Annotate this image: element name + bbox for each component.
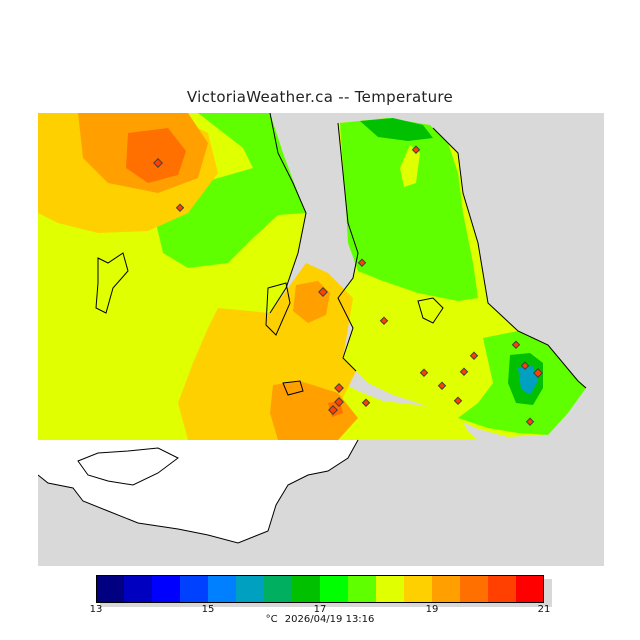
legend-tick-label: 13	[89, 604, 103, 615]
station-marker	[520, 361, 530, 370]
legend-swatch	[124, 575, 152, 603]
legend-swatch	[96, 575, 124, 603]
station-marker	[469, 351, 479, 360]
station-marker	[334, 383, 344, 393]
legend-swatch	[180, 575, 208, 603]
station-marker	[357, 258, 367, 267]
station-marker	[525, 417, 535, 426]
zone-hot-south	[270, 381, 358, 440]
zone-green-top	[360, 118, 433, 141]
legend-tick-label: 21	[537, 604, 551, 615]
land-south-white	[38, 440, 358, 543]
legend-swatch	[460, 575, 488, 603]
legend-swatch	[152, 575, 180, 603]
temperature-field	[38, 113, 586, 440]
station-markers	[153, 145, 543, 426]
station-marker	[459, 367, 469, 376]
legend-timestamp: 2026/04/19 13:16	[284, 614, 375, 625]
map-title: VictoriaWeather.ca -- Temperature	[186, 88, 454, 106]
station-marker	[153, 158, 163, 168]
legend-swatch	[404, 575, 432, 603]
station-marker	[453, 396, 463, 405]
legend-unit: °C	[265, 614, 278, 625]
station-marker	[328, 405, 338, 415]
zone-deep-se	[518, 366, 538, 395]
station-marker	[411, 145, 421, 154]
station-marker	[419, 368, 429, 377]
zone-hottest-nw	[126, 128, 186, 183]
legend-swatch	[516, 575, 544, 603]
station-marker	[175, 203, 185, 212]
station-marker	[437, 381, 447, 390]
legend-tick-label: 19	[425, 604, 439, 615]
station-marker	[379, 316, 389, 325]
zone-yellow-island	[400, 145, 420, 187]
legend-swatch	[264, 575, 292, 603]
station-marker	[318, 287, 328, 297]
station-marker	[511, 340, 521, 349]
legend-swatch	[432, 575, 460, 603]
legend-footer: °C 2026/04/19 13:16	[0, 614, 640, 625]
zone-green-east	[340, 118, 478, 301]
legend-swatch	[320, 575, 348, 603]
legend-swatch	[376, 575, 404, 603]
zone-green-north	[156, 113, 306, 268]
legend-swatch	[348, 575, 376, 603]
station-marker	[361, 398, 371, 407]
legend-swatch	[208, 575, 236, 603]
station-marker	[533, 368, 543, 378]
legend-swatch	[488, 575, 516, 603]
legend-tick-label: 17	[313, 604, 327, 615]
temperature-map	[38, 113, 604, 566]
station-marker	[334, 397, 344, 407]
legend-tick-label: 15	[201, 604, 215, 615]
legend-swatch	[292, 575, 320, 603]
legend-swatch	[236, 575, 264, 603]
coastlines	[38, 113, 587, 544]
